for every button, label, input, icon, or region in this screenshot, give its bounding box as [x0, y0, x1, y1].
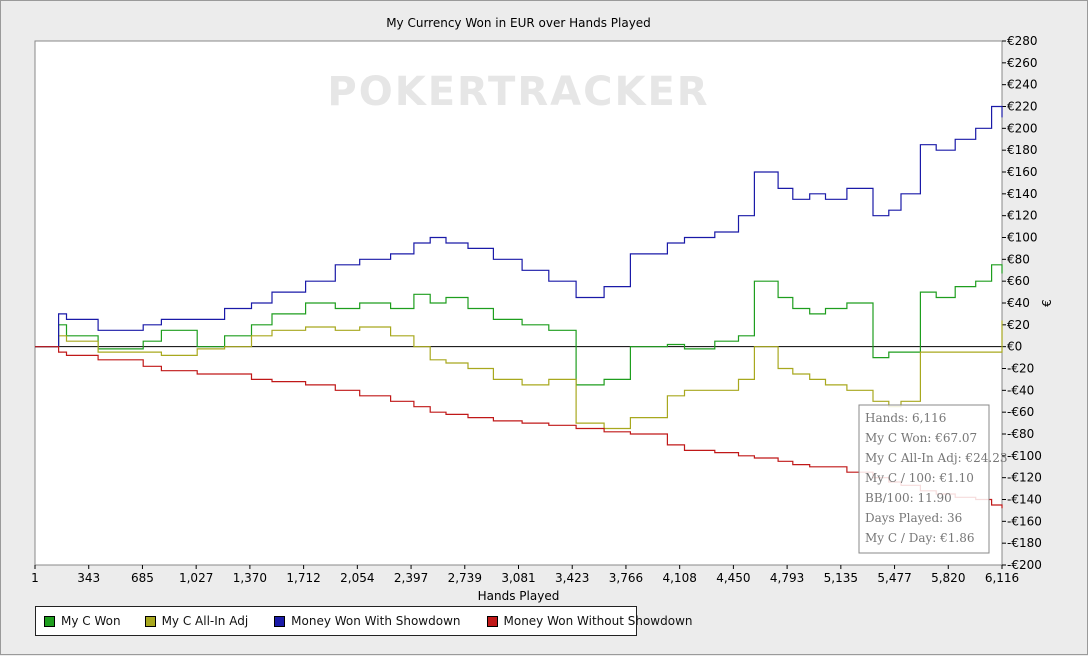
- legend-item-all-in-adj: My C All-In Adj: [144, 614, 249, 628]
- x-tick-label: 1,027: [179, 571, 213, 585]
- tooltip-row: My C / 100: €1.10: [865, 471, 974, 485]
- y-tick-label: -€140: [1007, 493, 1042, 507]
- legend-item-without-showdown: Money Won Without Showdown: [486, 614, 693, 628]
- y-tick-label: €120: [1007, 209, 1038, 223]
- x-tick-label: 3,766: [609, 571, 643, 585]
- y-tick-label: €260: [1007, 56, 1038, 70]
- x-tick-label: 1: [31, 571, 39, 585]
- y-tick-label: -€100: [1007, 449, 1042, 463]
- legend-label: Money Won Without Showdown: [503, 614, 693, 628]
- y-tick-label: -€160: [1007, 514, 1042, 528]
- y-tick-label: €0: [1007, 340, 1022, 354]
- legend-label: Money Won With Showdown: [291, 614, 461, 628]
- x-tick-label: 343: [77, 571, 100, 585]
- y-tick-label: -€40: [1007, 383, 1034, 397]
- y-tick-label: -€120: [1007, 471, 1042, 485]
- tooltip-row: My C / Day: €1.86: [865, 531, 975, 545]
- legend-swatch-all-in-adj: [144, 615, 156, 627]
- tooltip-row: Days Played: 36: [865, 511, 962, 525]
- y-tick-label: €280: [1007, 34, 1038, 48]
- x-tick-label: 2,739: [448, 571, 482, 585]
- y-tick-label: -€80: [1007, 427, 1034, 441]
- y-tick-label: €160: [1007, 165, 1038, 179]
- legend-swatch-with-showdown: [274, 615, 286, 627]
- x-tick-label: 6,116: [985, 571, 1019, 585]
- x-tick-label: 4,108: [662, 571, 696, 585]
- legend: My C Won My C All-In Adj Money Won With …: [35, 606, 693, 636]
- legend-swatch-without-showdown: [486, 615, 498, 627]
- chart-title: My Currency Won in EUR over Hands Played: [386, 16, 651, 30]
- watermark: POKERTRACKER: [327, 69, 709, 115]
- x-tick-label: 4,450: [716, 571, 750, 585]
- legend-item-my-c-won: My C Won: [44, 614, 121, 628]
- series-line-2: [35, 105, 1003, 348]
- x-tick-label: 3,081: [501, 571, 535, 585]
- legend-swatch-my-c-won: [44, 615, 55, 627]
- series-line-1: [35, 320, 1003, 430]
- y-tick-label: -€200: [1007, 558, 1042, 572]
- y-tick-label: €180: [1007, 143, 1038, 157]
- y-tick-label: €60: [1007, 274, 1030, 288]
- y-tick-label: €80: [1007, 252, 1030, 266]
- y-tick-label: €40: [1007, 296, 1030, 310]
- x-tick-label: 3,423: [555, 571, 589, 585]
- tooltip-row: My C All-In Adj: €24.23: [865, 451, 1007, 465]
- tooltip-row: My C Won: €67.07: [865, 431, 977, 445]
- y-tick-label: €140: [1007, 187, 1038, 201]
- y-tick-label: -€20: [1007, 362, 1034, 376]
- tooltip-row: Hands: 6,116: [865, 411, 946, 425]
- x-tick-label: 1,370: [233, 571, 267, 585]
- y-tick-label: -€60: [1007, 405, 1034, 419]
- y-tick-label: €100: [1007, 231, 1038, 245]
- tooltip-row: BB/100: 11.90: [865, 491, 952, 505]
- x-tick-label: 1,712: [286, 571, 320, 585]
- series-line-0: [35, 264, 1003, 386]
- x-tick-label: 2,397: [394, 571, 428, 585]
- y-tick-label: €200: [1007, 121, 1038, 135]
- y-tick-label: €240: [1007, 78, 1038, 92]
- legend-label: My C All-In Adj: [161, 614, 249, 628]
- x-tick-label: 2,054: [340, 571, 374, 585]
- x-tick-label: 5,135: [824, 571, 858, 585]
- x-tick-label: 685: [131, 571, 154, 585]
- y-tick-label: €220: [1007, 100, 1038, 114]
- x-tick-label: 4,793: [770, 571, 804, 585]
- legend-label: My C Won: [61, 614, 121, 628]
- x-tick-label: 5,477: [877, 571, 911, 585]
- y-axis-label: €: [1040, 299, 1054, 307]
- tooltip-box: [858, 404, 990, 554]
- plot-area: [34, 40, 1003, 566]
- x-axis-label: Hands Played: [478, 589, 560, 603]
- x-tick-label: 5,820: [931, 571, 965, 585]
- legend-item-with-showdown: Money Won With Showdown: [274, 614, 461, 628]
- y-tick-label: -€180: [1007, 536, 1042, 550]
- y-tick-label: €20: [1007, 318, 1030, 332]
